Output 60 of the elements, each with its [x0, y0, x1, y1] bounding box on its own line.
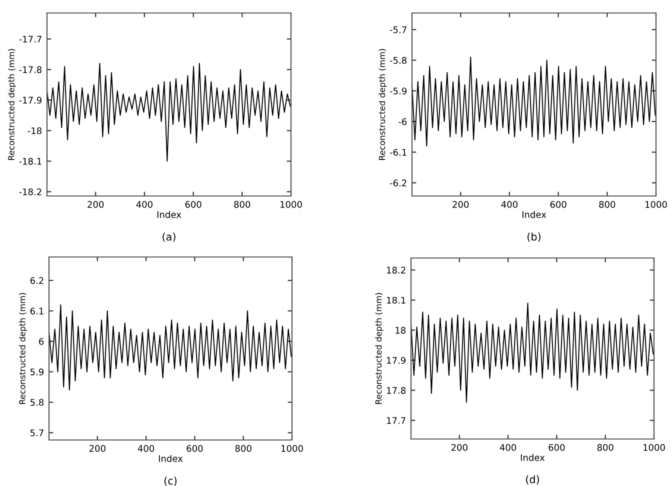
x-tick-label: 600 [185, 201, 202, 208]
y-tick-label: -6.1 [390, 148, 406, 156]
line-series [412, 56, 656, 147]
y-tick-label: -5.9 [390, 88, 407, 94]
x-tick-label: 400 [501, 201, 518, 208]
y-tick-label: 18.2 [387, 266, 406, 274]
x-tick-label: 600 [186, 445, 203, 452]
y-tick-label: -17.7 [19, 36, 42, 42]
x-tick-label: 1000 [644, 444, 665, 451]
text: (b) [528, 232, 540, 242]
y-tick-label: 6.1 [30, 308, 44, 314]
line-series [411, 302, 654, 403]
y-tick-label: -18 [28, 127, 42, 134]
y-tick-label: 17.8 [387, 387, 406, 394]
text: (d) [526, 475, 539, 484]
y-tick-label: -6.2 [390, 180, 406, 186]
y-axis-title: Reconstructed depth (mm) [8, 49, 16, 160]
y-tick-label: 6.2 [30, 277, 44, 284]
x-tick-label: 400 [136, 201, 152, 208]
y-axis-title: Reconstructed depth (mm) [378, 49, 387, 160]
y-tick-label: 17.9 [387, 356, 406, 364]
y-tick-label: -5.8 [390, 56, 407, 64]
x-tick-label: 1000 [646, 201, 667, 208]
x-tick-label: 600 [548, 444, 565, 451]
y-axis-title: Reconstructed depth (mm) [18, 293, 28, 404]
x-tick-label: 400 [500, 444, 516, 451]
y-tick-label: 18 [396, 326, 406, 334]
y-tick-label: -5.7 [390, 26, 406, 34]
x-tick-label: 1000 [282, 445, 303, 452]
y-axis-title: Reconstructed depth (mm) [375, 293, 384, 404]
x-tick-label: 400 [138, 445, 154, 452]
x-tick-label: 600 [550, 201, 566, 208]
x-tick-label: 800 [234, 201, 250, 208]
y-tick-label: -17.9 [19, 96, 42, 104]
y-tick-label: 5.8 [30, 398, 44, 406]
y-tick-label: 5.7 [30, 430, 44, 436]
x-axis-title: Index [522, 210, 546, 218]
line-series [47, 62, 291, 162]
x-tick-label: 800 [597, 444, 614, 451]
x-tick-label: 1000 [280, 201, 302, 208]
x-tick-label: 800 [235, 445, 252, 452]
y-tick-label: -18.2 [19, 188, 42, 196]
y-tick-label: 5.9 [30, 368, 44, 376]
y-tick-label: -6 [398, 118, 407, 126]
y-tick-label: -18.1 [19, 158, 42, 165]
x-axis-title: Index [157, 210, 182, 218]
x-axis-title: Index [158, 454, 183, 462]
x-tick-label: 200 [452, 201, 469, 208]
y-tick-label: 18.1 [387, 296, 406, 304]
y-tick-label: -17.8 [19, 66, 42, 74]
x-tick-label: 200 [89, 445, 106, 452]
line-series [49, 304, 292, 391]
x-tick-label: 800 [599, 201, 616, 208]
text: (c) [164, 476, 177, 486]
x-axis-title: Index [520, 454, 545, 461]
y-tick-label: 17.7 [387, 417, 406, 424]
y-tick-label: 6 [39, 338, 44, 345]
x-tick-label: 200 [451, 444, 468, 451]
text: (a) [162, 232, 176, 242]
x-tick-label: 200 [88, 201, 104, 208]
